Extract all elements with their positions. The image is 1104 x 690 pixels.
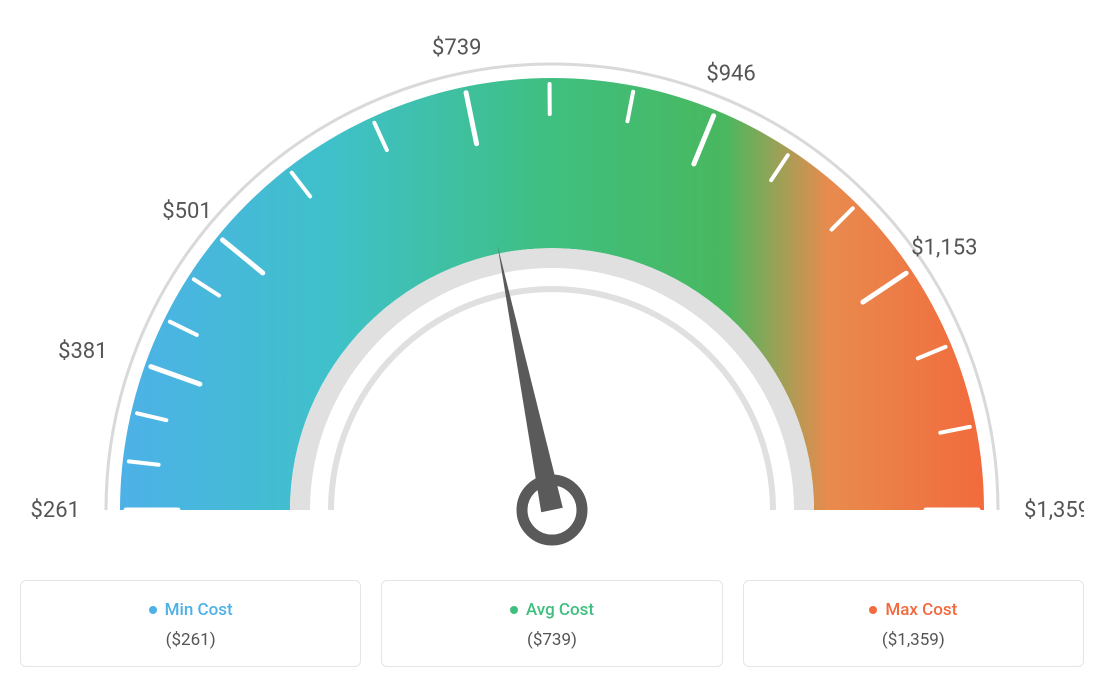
svg-text:$1,153: $1,153 — [911, 236, 977, 261]
legend-label-avg: Avg Cost — [526, 600, 594, 620]
legend-value-min: ($261) — [33, 630, 348, 650]
legend-label-max: Max Cost — [885, 600, 957, 620]
cost-gauge-widget: $261 $381 $501 $739 $946 $1,153 $1,359 Min Cos… — [20, 20, 1084, 667]
svg-text:$1,359: $1,359 — [1024, 498, 1084, 523]
svg-text:$946: $946 — [706, 61, 755, 86]
gauge-chart: $261 $381 $501 $739 $946 $1,153 $1,359 — [20, 20, 1084, 560]
svg-text:$381: $381 — [58, 339, 107, 364]
legend-card-min: Min Cost ($261) — [20, 580, 361, 667]
legend-card-max: Max Cost ($1,359) — [743, 580, 1084, 667]
legend-card-avg: Avg Cost ($739) — [381, 580, 722, 667]
svg-text:$261: $261 — [31, 498, 80, 523]
svg-text:$739: $739 — [432, 36, 481, 61]
legend-dot-min — [149, 606, 157, 614]
legend-value-avg: ($739) — [394, 630, 709, 650]
legend-label-min: Min Cost — [165, 600, 233, 620]
legend-value-max: ($1,359) — [756, 630, 1071, 650]
legend-dot-max — [869, 606, 877, 614]
svg-text:$501: $501 — [162, 199, 211, 224]
legend-dot-avg — [510, 606, 518, 614]
legend-row: Min Cost ($261) Avg Cost ($739) Max Cost… — [20, 580, 1084, 667]
